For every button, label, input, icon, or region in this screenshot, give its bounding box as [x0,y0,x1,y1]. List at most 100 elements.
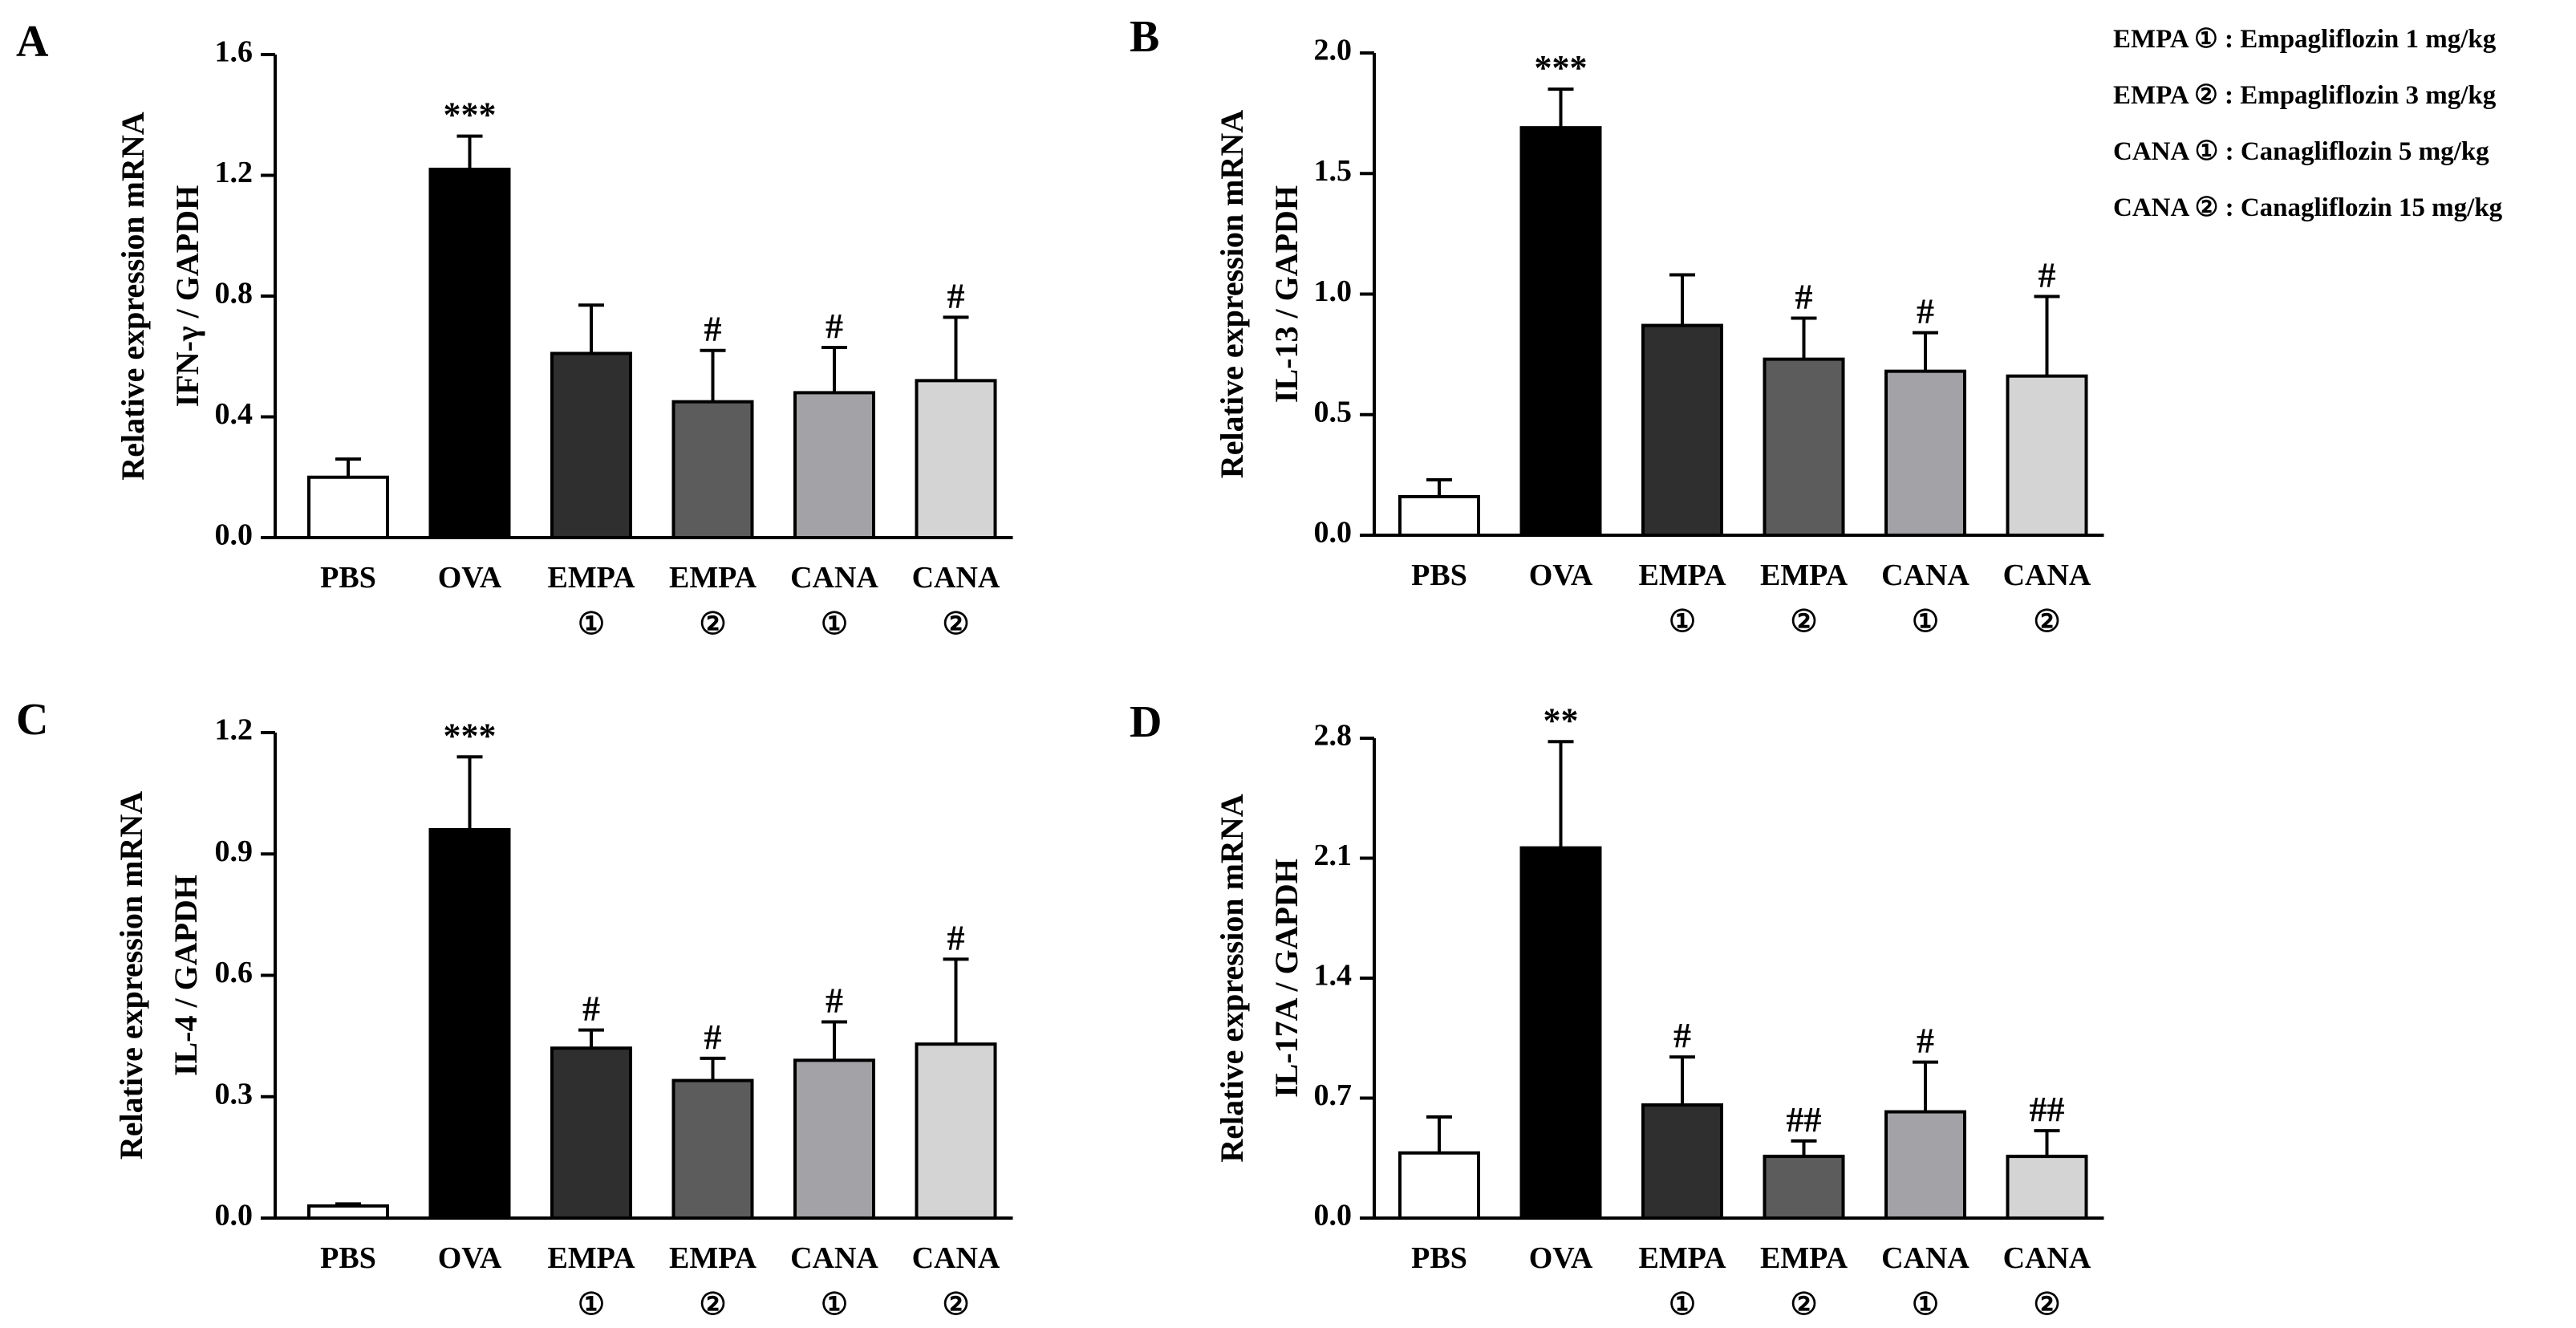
panel-a-category-label: ② [942,607,969,641]
panel-d-category-label: CANA [1881,1241,1970,1275]
panel-a-category-label: EMPA [547,561,635,595]
panel-a-significance: # [704,310,722,349]
legend-item-cana-2: CANA ② : Canagliflozin 15 mg/kg [2113,193,2503,222]
panel-d-category-label: ② [1790,1288,1817,1322]
panel-b-category-label: EMPA [1638,558,1726,592]
panel-c-category-label: ② [699,1288,726,1322]
panel-b-ylabel-line2: IL-13 / GAPDH [1268,185,1304,403]
panel-a-ytick-label: 1.6 [215,35,254,69]
legend-item-cana-1: CANA ① : Canagliflozin 5 mg/kg [2113,137,2489,166]
panel-d-ylabel-line2: IL-17A / GAPDH [1268,859,1304,1098]
legend-item-empa-2: EMPA ② : Empagliflozin 3 mg/kg [2113,81,2497,110]
panel-c-ylabel-line1: Relative expression mRNA [113,791,149,1159]
panel-c-ylabel-line2: IL-4 / GAPDH [168,875,204,1076]
panel-d-bar [1641,1103,1723,1220]
panel-c-significance: # [947,918,965,957]
panel-a-significance: # [947,276,965,315]
panel-c-ytick-label: 1.2 [215,713,254,747]
panel-d-ytick-label: 1.4 [1314,959,1353,993]
panel-a-category-label: PBS [320,561,376,595]
panel-b-ylabel-line1: Relative expression mRNA [1214,110,1250,478]
panel-d-category-label: OVA [1529,1241,1593,1275]
panel-b-significance: # [2038,256,2056,295]
panel-b-bar [1398,494,1480,537]
panel-c-category-label: CANA [912,1241,1000,1275]
panel-b-ytick-label: 0.0 [1314,516,1353,550]
panel-b-ytick-label: 2.0 [1314,34,1353,67]
panel-c-bar [915,1042,997,1220]
panel-a-category-label: ① [821,607,848,641]
panel-c-category-label: EMPA [547,1241,635,1275]
panel-b-bar [1763,357,1845,538]
panel-d-category-label: CANA [2003,1241,2091,1275]
panel-a-significance: *** [444,95,497,135]
panel-c-bar [307,1204,389,1220]
panel-d-significance: # [1917,1021,1934,1061]
panel-d-bar [1763,1155,1845,1220]
panel-d-bar [1398,1151,1480,1220]
panel-a-category-label: CANA [790,561,878,595]
panel-a-category-label: ① [578,607,605,641]
panel-a-bar [671,400,754,539]
panel-a-bar [550,351,632,539]
panel-d-ytick-label: 2.8 [1314,719,1353,753]
panel-c-ytick-label: 0.6 [215,956,254,989]
panel-d-category-label: ① [1912,1288,1939,1322]
panel-d: D Relative expression mRNA IL-17A / GAPDH 0… [1130,697,2104,1322]
panel-a-ylabel-line1: Relative expression mRNA [115,112,151,480]
panel-c-ytick-label: 0.0 [215,1199,254,1233]
panel-a-ytick-label: 0.4 [215,397,254,431]
panel-b-bar [1641,323,1723,537]
panel-d-significance: # [1673,1016,1691,1055]
panel-a-bar [915,379,997,539]
panel-b-significance: *** [1535,48,1588,87]
panel-c-category-label: EMPA [669,1241,757,1275]
panel-c: C Relative expression mRNA IL-4 / GAPDH 0.0… [16,695,1013,1322]
panel-a: A Relative expression mRNA IFN-γ / GAPDH 0.… [16,17,1013,641]
panel-c-significance: # [704,1017,722,1057]
panel-b-ytick-label: 0.5 [1314,395,1353,428]
panel-d-letter: D [1130,697,1162,747]
legend: EMPA ① : Empagliflozin 1 mg/kg EMPA ② : … [2113,11,2502,236]
panel-b-letter: B [1130,12,1159,62]
panel-b-ytick-label: 1.5 [1314,154,1353,188]
panel-c-category-label: ① [578,1288,605,1322]
panel-b-category-label: OVA [1529,558,1593,592]
panel-b-category-label: EMPA [1760,558,1848,592]
panel-c-bar [793,1058,875,1220]
panel-d-ytick-label: 0.7 [1314,1078,1353,1112]
panel-b-category-label: CANA [2003,558,2091,592]
panel-b-significance: # [1917,292,1934,331]
panel-d-bar [1519,846,1602,1220]
panel-a-ytick-label: 0.8 [215,277,254,311]
panel-b-ytick-label: 1.0 [1314,274,1353,308]
panel-d-ylabel-line1: Relative expression mRNA [1214,794,1250,1162]
panel-c-category-label: OVA [438,1241,502,1275]
panel-a-bar [793,391,875,539]
panel-c-significance: *** [444,716,497,755]
panel-a-significance: # [826,307,843,346]
panel-c-category-label: ① [821,1288,848,1322]
panel-d-bar [1884,1110,1966,1220]
panel-a-ytick-label: 1.2 [215,156,254,189]
panel-c-bar [550,1046,632,1220]
panel-b-category-label: PBS [1411,558,1467,592]
panel-b: B Relative expression mRNA IL-13 / GAPDH 0.… [1130,12,2104,639]
panel-d-significance: ** [1544,701,1579,740]
panel-d-significance: ## [1787,1100,1822,1139]
panel-d-category-label: ② [2033,1288,2060,1322]
panel-d-bar [2006,1155,2088,1220]
panel-c-bar [671,1078,754,1220]
panel-a-letter: A [16,17,49,67]
legend-item-empa-1: EMPA ① : Empagliflozin 1 mg/kg [2113,25,2497,54]
panel-c-letter: C [16,695,48,745]
panel-b-significance: # [1795,278,1813,317]
panel-d-significance: ## [2030,1090,2065,1129]
panel-a-bar [307,475,389,539]
panel-d-ytick-label: 2.1 [1314,839,1353,872]
panel-c-ytick-label: 0.9 [215,835,254,868]
panel-c-category-label: PBS [320,1241,376,1275]
panel-b-category-label: ② [1790,605,1817,639]
panel-d-category-label: EMPA [1760,1241,1848,1275]
panel-a-category-label: CANA [912,561,1000,595]
